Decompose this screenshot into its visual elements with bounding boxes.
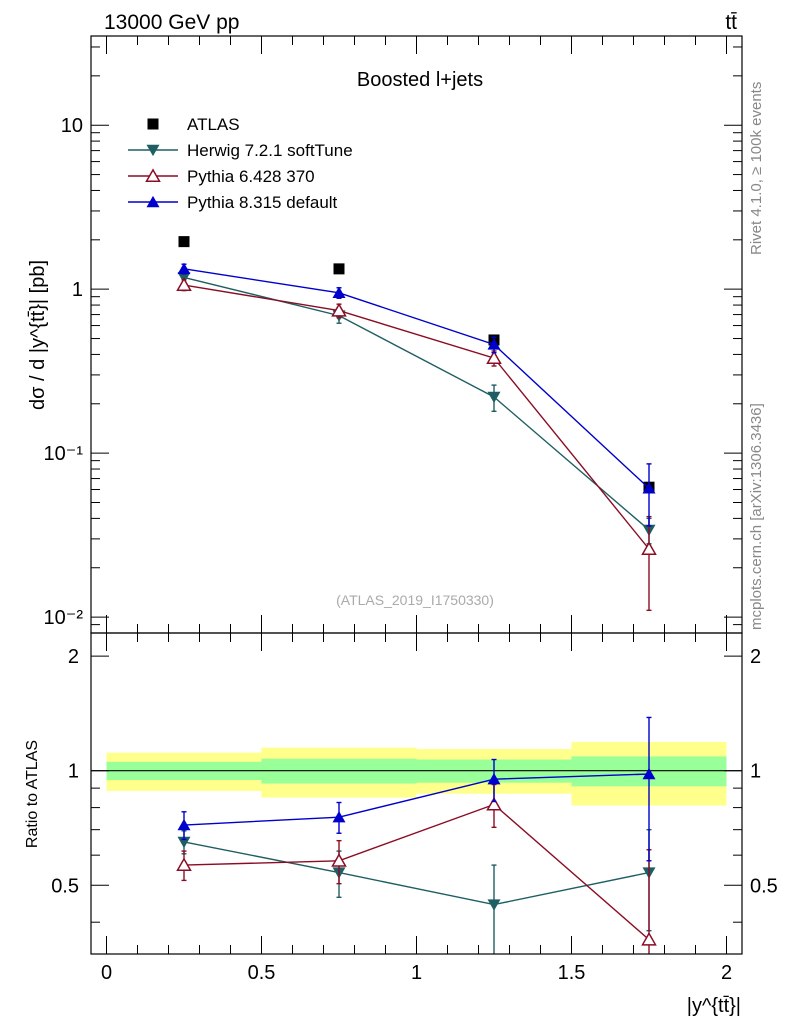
legend: ATLAS Herwig 7.2.1 softTune Pythia 6.428 3…	[128, 115, 353, 212]
ratio-point	[332, 810, 346, 823]
ratio-series	[176, 716, 657, 954]
data-point	[178, 236, 190, 248]
ratio-point	[487, 773, 501, 785]
legend-label: Pythia 8.315 default	[187, 193, 338, 212]
ratio-ytick-label-right: 2	[750, 646, 761, 668]
ratio-point	[177, 818, 191, 831]
ratio-ytick-labels: 0.5 0.5 1 1 2 2	[51, 646, 778, 897]
legend-label: Herwig 7.2.1 softTune	[187, 141, 353, 160]
ratio-series-herwig-7-2-1-softtune	[177, 828, 656, 954]
ratio-ticks	[91, 633, 742, 954]
legend-marker	[147, 118, 159, 130]
ratio-ytick-label-left: 0.5	[51, 875, 79, 897]
ratio-xlabel: |y^{tt̄}|	[687, 995, 741, 1017]
xtick-label: 0	[101, 962, 112, 984]
ratio-point	[642, 767, 656, 780]
ratio-ytick-label-left: 1	[68, 761, 79, 783]
main-ytick-label: 10⁻¹	[44, 443, 84, 465]
data-point	[486, 350, 502, 365]
analysis-tag: (ATLAS_2019_I1750330)	[336, 592, 494, 608]
series-line	[183, 268, 650, 489]
legend-marker	[145, 168, 161, 182]
main-series	[176, 236, 657, 612]
ratio-point	[176, 857, 192, 872]
data-point	[487, 338, 501, 350]
process-label: tt̄	[725, 11, 737, 34]
data-point	[332, 286, 346, 299]
main-title: Boosted l+jets	[357, 69, 483, 91]
series-pythia-6-428-370	[176, 277, 657, 612]
main-ytick-label: 10	[61, 115, 83, 137]
xtick-label: 1.5	[558, 962, 586, 984]
series-herwig-7-2-1-softtune	[177, 271, 656, 545]
ratio-ytick-label-right: 1	[750, 761, 761, 783]
data-point	[177, 262, 191, 275]
ratio-point	[177, 836, 191, 849]
data-point	[331, 302, 347, 317]
main-ytick-label: 10⁻²	[44, 607, 84, 629]
data-point	[333, 263, 345, 275]
ratio-series-line	[183, 803, 650, 941]
ratio-ytick-label-left: 2	[68, 646, 79, 668]
data-point	[487, 391, 501, 404]
ratio-point	[641, 931, 657, 946]
series-atlas	[178, 236, 655, 493]
xtick-labels: 0 0.5 1 1.5 2	[101, 962, 732, 984]
data-point	[641, 541, 657, 556]
mcplots-label: mcplots.cern.ch [arXiv:1306.3436]	[748, 403, 765, 630]
series-pythia-8-315-default	[177, 262, 656, 527]
ratio-series-line	[183, 841, 650, 906]
main-panel: 10⁻² 10⁻¹ 1 10 Boosted l+jets (ATLAS_2019_I…	[27, 35, 743, 634]
main-ylabel: dσ / d |y^{tt̄}| [pb]	[27, 260, 49, 410]
energy-label: 13000 GeV pp	[104, 11, 239, 34]
series-line	[183, 276, 650, 531]
ratio-series-line	[183, 773, 650, 826]
ratio-ylabel: Ratio to ATLAS	[24, 740, 41, 848]
ratio-panel: 0.5 0.5 1 1 2 2 0 0.5 1 1.5 2 Ratio to ATLAS |y^{…	[24, 632, 778, 1017]
legend-marker	[146, 195, 160, 208]
main-ytick-labels: 10⁻² 10⁻¹ 1 10	[44, 115, 84, 629]
legend-marker	[146, 144, 160, 157]
ratio-series-pythia-6-428-370	[176, 783, 657, 954]
ratio-series-pythia-8-315-default	[177, 716, 656, 862]
ratio-bands	[106, 741, 727, 806]
ratio-point	[487, 899, 501, 911]
ratio-point	[486, 796, 502, 811]
ratio-ytick-label-right: 0.5	[750, 875, 778, 897]
xtick-label: 0.5	[248, 962, 276, 984]
data-point	[176, 277, 192, 291]
series-line	[183, 284, 650, 550]
data-point	[642, 482, 656, 494]
ratio-point	[331, 853, 347, 867]
xtick-label: 2	[721, 962, 732, 984]
xtick-label: 1	[411, 962, 422, 984]
rivet-label: Rivet 4.1.0, ≥ 100k events	[748, 82, 765, 255]
legend-label: Pythia 6.428 370	[187, 167, 315, 186]
main-ytick-label: 1	[72, 279, 83, 301]
legend-label: ATLAS	[187, 115, 240, 134]
main-ticks	[91, 36, 742, 634]
